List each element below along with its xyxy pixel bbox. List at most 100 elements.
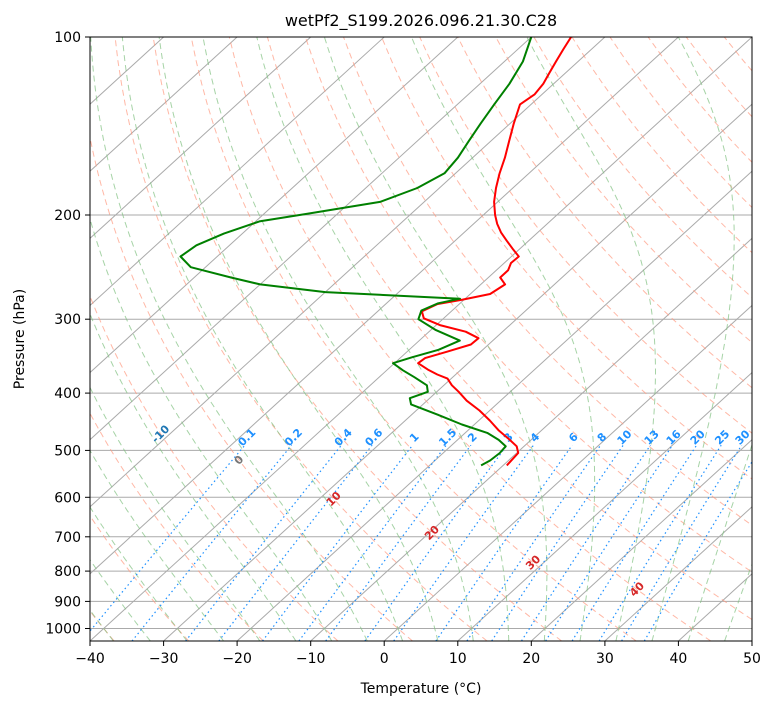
dry-adiabat-label-12: 20 — [422, 523, 442, 543]
isotherm--30 — [163, 103, 752, 641]
moist-adiabat--35 — [90, 558, 151, 641]
moist-adiabat-50 — [761, 37, 775, 641]
dry-adiabat-170 — [723, 37, 752, 72]
y-tick-label: 100 — [54, 30, 81, 46]
dry-adiabat-50 — [266, 37, 752, 621]
isotherm--50 — [90, 37, 679, 575]
mixing-ratio-line-11 — [491, 444, 624, 641]
x-axis-label: Temperature (°C) — [360, 681, 482, 697]
mixing-ratio-line-0 — [90, 444, 246, 632]
moist-adiabat-15 — [256, 37, 510, 641]
temperature-profile-line — [417, 37, 572, 467]
background-lines — [90, 37, 775, 641]
dry-adiabat-0 — [90, 134, 413, 641]
line-labels: 0.10.20.40.611.52346810131620253036-100-… — [90, 383, 773, 599]
mixing-ratio-line-13 — [545, 444, 673, 641]
moist-adiabat-30 — [526, 37, 656, 641]
mixing-ratio-label-11: 10 — [615, 427, 635, 447]
isotherm--90 — [90, 37, 385, 307]
x-tick-label: −20 — [222, 651, 252, 667]
mixing-ratio-label-12: 13 — [642, 428, 662, 448]
axes: −40 −30 −20 −10 0 10 20 30 40 5010020030040050060… — [45, 30, 761, 667]
dry-adiabat-40 — [228, 37, 712, 641]
mixing-ratio-label-13: 16 — [664, 427, 684, 447]
mixing-ratio-label-10: 8 — [595, 430, 610, 445]
mixing-ratio-label-15: 25 — [712, 428, 732, 448]
chart-title: wetPf2_S199.2026.096.21.30.C28 — [285, 11, 557, 31]
x-tick-label: 0 — [380, 651, 389, 667]
moist-adiabat-40 — [687, 443, 752, 641]
mixing-ratio-line-6 — [325, 444, 472, 641]
moist-adiabat-5 — [158, 37, 439, 641]
dry-adiabat-30 — [190, 37, 637, 641]
profile-lines — [179, 37, 572, 467]
isotherm-30 — [604, 506, 752, 641]
mixing-ratio-label-14: 20 — [688, 427, 708, 447]
y-tick-label: 500 — [54, 443, 81, 459]
dry-adiabat--20 — [90, 412, 264, 641]
mixing-ratio-label-3: 0.6 — [362, 426, 385, 449]
x-tick-label: −40 — [75, 651, 105, 667]
mixing-ratio-label-17: 36 — [753, 427, 773, 447]
plot-frame — [89, 36, 753, 642]
dewpoint-profile-line — [179, 37, 533, 467]
isotherm--100 — [90, 37, 312, 240]
isotherm-0 — [383, 304, 752, 641]
mixing-ratio-label-0: 0.1 — [235, 426, 258, 449]
isotherm-10 — [457, 371, 752, 641]
isotherm--40 — [90, 37, 752, 641]
moist-adiabat-20 — [323, 37, 548, 641]
moist-adiabat--15 — [90, 312, 297, 641]
dry-adiabat-150 — [647, 37, 752, 163]
moist-adiabat-10 — [202, 37, 474, 641]
isotherm--60 — [90, 37, 606, 508]
y-tick-label: 300 — [54, 312, 81, 328]
moist-adiabat--5 — [90, 37, 368, 641]
dry-adiabat-120 — [533, 37, 752, 299]
dry-adiabat-60 — [304, 37, 752, 573]
mixing-ratio-line-5 — [298, 444, 447, 641]
dry-adiabat-130 — [571, 37, 752, 254]
y-tick-label: 600 — [54, 490, 81, 506]
mixing-ratio-line-17 — [643, 460, 752, 641]
mixing-ratio-line-3 — [218, 444, 373, 641]
mixing-ratio-label-16: 30 — [733, 427, 753, 447]
dry-adiabat-10 — [114, 37, 488, 641]
x-tick-label: −30 — [149, 651, 179, 667]
isotherm--70 — [90, 37, 532, 441]
mixing-ratio-line-1 — [131, 444, 293, 641]
dry-adiabat--30 — [90, 514, 190, 641]
dry-adiabat-label-9: -10 — [149, 422, 172, 445]
mixing-ratio-line-2 — [185, 444, 342, 641]
mixing-ratio-label-2: 0.4 — [332, 426, 355, 449]
dry-adiabat-label-10: 0 — [232, 453, 247, 468]
mixing-ratio-line-14 — [571, 444, 698, 641]
x-tick-label: 50 — [743, 651, 761, 667]
y-tick-label: 1000 — [45, 622, 81, 638]
moist-adiabat--30 — [90, 506, 188, 641]
mixing-ratio-label-1: 0.2 — [282, 426, 305, 449]
mixing-ratio-line-4 — [262, 444, 414, 641]
dry-adiabat-label-14: 40 — [627, 579, 647, 599]
y-tick-label: 700 — [54, 530, 81, 546]
mixing-ratio-line-12 — [520, 444, 651, 641]
moist-adiabat-35 — [651, 37, 735, 641]
mixing-ratio-line-8 — [393, 444, 534, 641]
mixing-ratio-line-16 — [621, 444, 743, 641]
moist-adiabat-45 — [724, 562, 752, 641]
dry-adiabat-160 — [685, 37, 752, 118]
isotherm--10 — [310, 237, 752, 641]
y-tick-label: 200 — [54, 208, 81, 224]
mixing-ratio-label-4: 1 — [407, 430, 422, 445]
mixing-ratio-line-10 — [466, 444, 602, 641]
isotherm--110 — [90, 37, 238, 172]
y-tick-label: 900 — [54, 594, 81, 610]
moist-adiabat-0 — [121, 37, 404, 641]
moist-adiabat--10 — [90, 217, 333, 641]
mixing-ratio-label-6: 2 — [465, 430, 480, 445]
isotherm-50 — [751, 640, 752, 641]
x-tick-label: 40 — [669, 651, 687, 667]
y-tick-label: 800 — [54, 564, 81, 580]
dry-adiabat-label-13: 30 — [523, 552, 543, 572]
